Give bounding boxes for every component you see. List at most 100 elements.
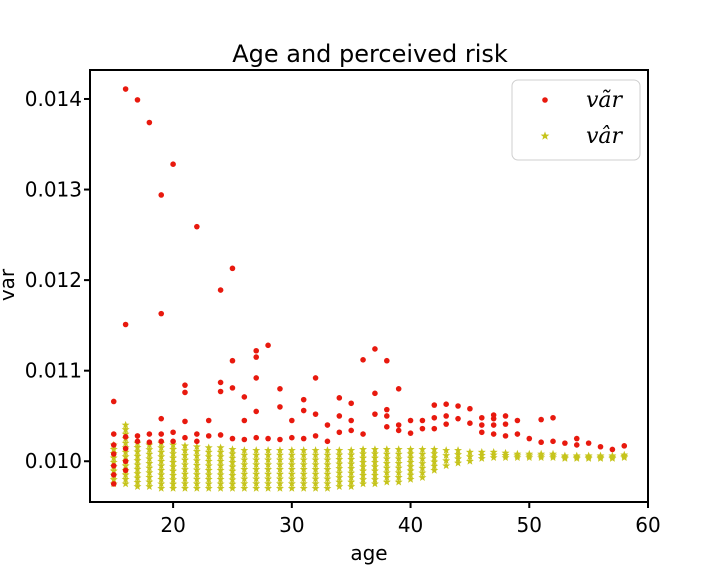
data-point-star: [204, 484, 213, 492]
data-point-star: [335, 468, 344, 477]
data-point-dot: [122, 86, 129, 92]
data-point-star: [489, 447, 498, 456]
data-point-star: [157, 452, 166, 461]
data-point-dot: [217, 287, 224, 293]
data-point-star: [382, 463, 391, 472]
data-point-star: [287, 465, 296, 473]
data-point-dot: [158, 438, 165, 445]
data-point-star: [133, 469, 142, 477]
data-point-star: [465, 447, 474, 456]
legend-label-series-2: vâr: [586, 124, 624, 149]
data-point-star: [275, 484, 284, 492]
data-point-star: [406, 466, 415, 475]
data-point-star: [359, 466, 368, 475]
data-point-star: [418, 468, 427, 477]
data-point-dot: [562, 440, 568, 446]
data-point-dot: [122, 458, 129, 465]
data-point-star: [275, 460, 284, 469]
data-point-star: [169, 449, 178, 458]
data-point-star: [240, 469, 249, 478]
data-point-star: [264, 479, 273, 488]
data-point-dot: [609, 446, 616, 453]
data-point-star: [549, 449, 558, 458]
data-point-dot: [324, 422, 331, 428]
data-point-star: [240, 465, 249, 473]
data-point-star: [275, 446, 284, 454]
data-point-star: [335, 459, 344, 468]
chart-title: Age and perceived risk: [232, 40, 508, 68]
data-point-star: [157, 447, 166, 456]
data-point-dot: [372, 411, 378, 417]
data-point-star: [192, 447, 201, 455]
data-point-star: [252, 455, 261, 464]
data-point-star: [359, 445, 368, 453]
data-point-star: [359, 479, 368, 488]
data-point-dot: [502, 433, 509, 439]
data-point-dot: [514, 431, 521, 437]
data-point-star: [216, 484, 225, 492]
data-point-star: [335, 446, 344, 454]
data-point-star: [157, 466, 166, 474]
data-point-star: [169, 479, 178, 488]
data-point-star: [228, 458, 237, 466]
data-point-star: [501, 448, 510, 457]
data-point-star: [180, 470, 189, 478]
data-point-star: [252, 474, 261, 483]
data-point-dot: [241, 417, 248, 424]
data-point-star: [430, 466, 439, 474]
data-point-star: [157, 470, 166, 479]
data-point-star: [228, 466, 237, 475]
data-point-dot: [110, 442, 117, 448]
data-point-star: [572, 451, 581, 460]
data-point-dot: [419, 417, 426, 424]
data-point-star: [264, 469, 273, 478]
data-point-star: [465, 457, 474, 465]
data-point-star: [537, 449, 546, 458]
data-point-dot: [478, 422, 485, 428]
data-point-dot: [407, 417, 414, 424]
data-point-dot: [573, 442, 580, 448]
data-point-star: [370, 466, 379, 475]
data-point-star: [192, 474, 201, 483]
data-point-dot: [110, 462, 117, 469]
data-point-dot: [277, 436, 283, 443]
x-axis-label: age: [350, 541, 387, 565]
data-point-star: [370, 479, 379, 488]
data-point-dot: [550, 414, 556, 421]
data-point-dot: [431, 425, 438, 432]
data-point-star: [299, 460, 308, 469]
data-point-star: [133, 451, 142, 460]
data-point-dot: [431, 414, 438, 421]
data-point-star: [180, 455, 189, 464]
data-point-star: [145, 473, 154, 481]
data-point-star: [430, 457, 439, 466]
data-point-star: [311, 479, 320, 488]
data-point-dot: [502, 413, 509, 419]
data-point-star: [240, 484, 249, 492]
data-point-star: [311, 446, 320, 454]
data-point-star: [204, 475, 213, 483]
data-point-star: [169, 471, 178, 479]
data-point-star: [133, 456, 142, 464]
data-point-star: [228, 471, 237, 479]
data-point-star: [335, 450, 344, 459]
data-point-dot: [146, 119, 153, 126]
data-point-star: [299, 484, 308, 492]
data-point-star: [180, 460, 189, 469]
data-point-star: [418, 463, 427, 472]
data-point-star: [109, 466, 118, 475]
data-point-star: [192, 484, 201, 492]
data-point-dot: [110, 472, 117, 478]
data-point-dot: [229, 385, 236, 391]
data-point-star: [216, 479, 225, 488]
data-point-star: [204, 470, 213, 479]
data-point-star: [145, 468, 154, 477]
data-point-star: [418, 445, 427, 453]
data-point-dot: [455, 415, 461, 422]
data-point-dot: [538, 439, 544, 446]
data-point-star: [394, 445, 403, 453]
data-point-star: [228, 484, 237, 492]
data-point-star: [382, 459, 391, 467]
data-point-star: [109, 445, 118, 453]
data-point-star: [299, 474, 308, 483]
